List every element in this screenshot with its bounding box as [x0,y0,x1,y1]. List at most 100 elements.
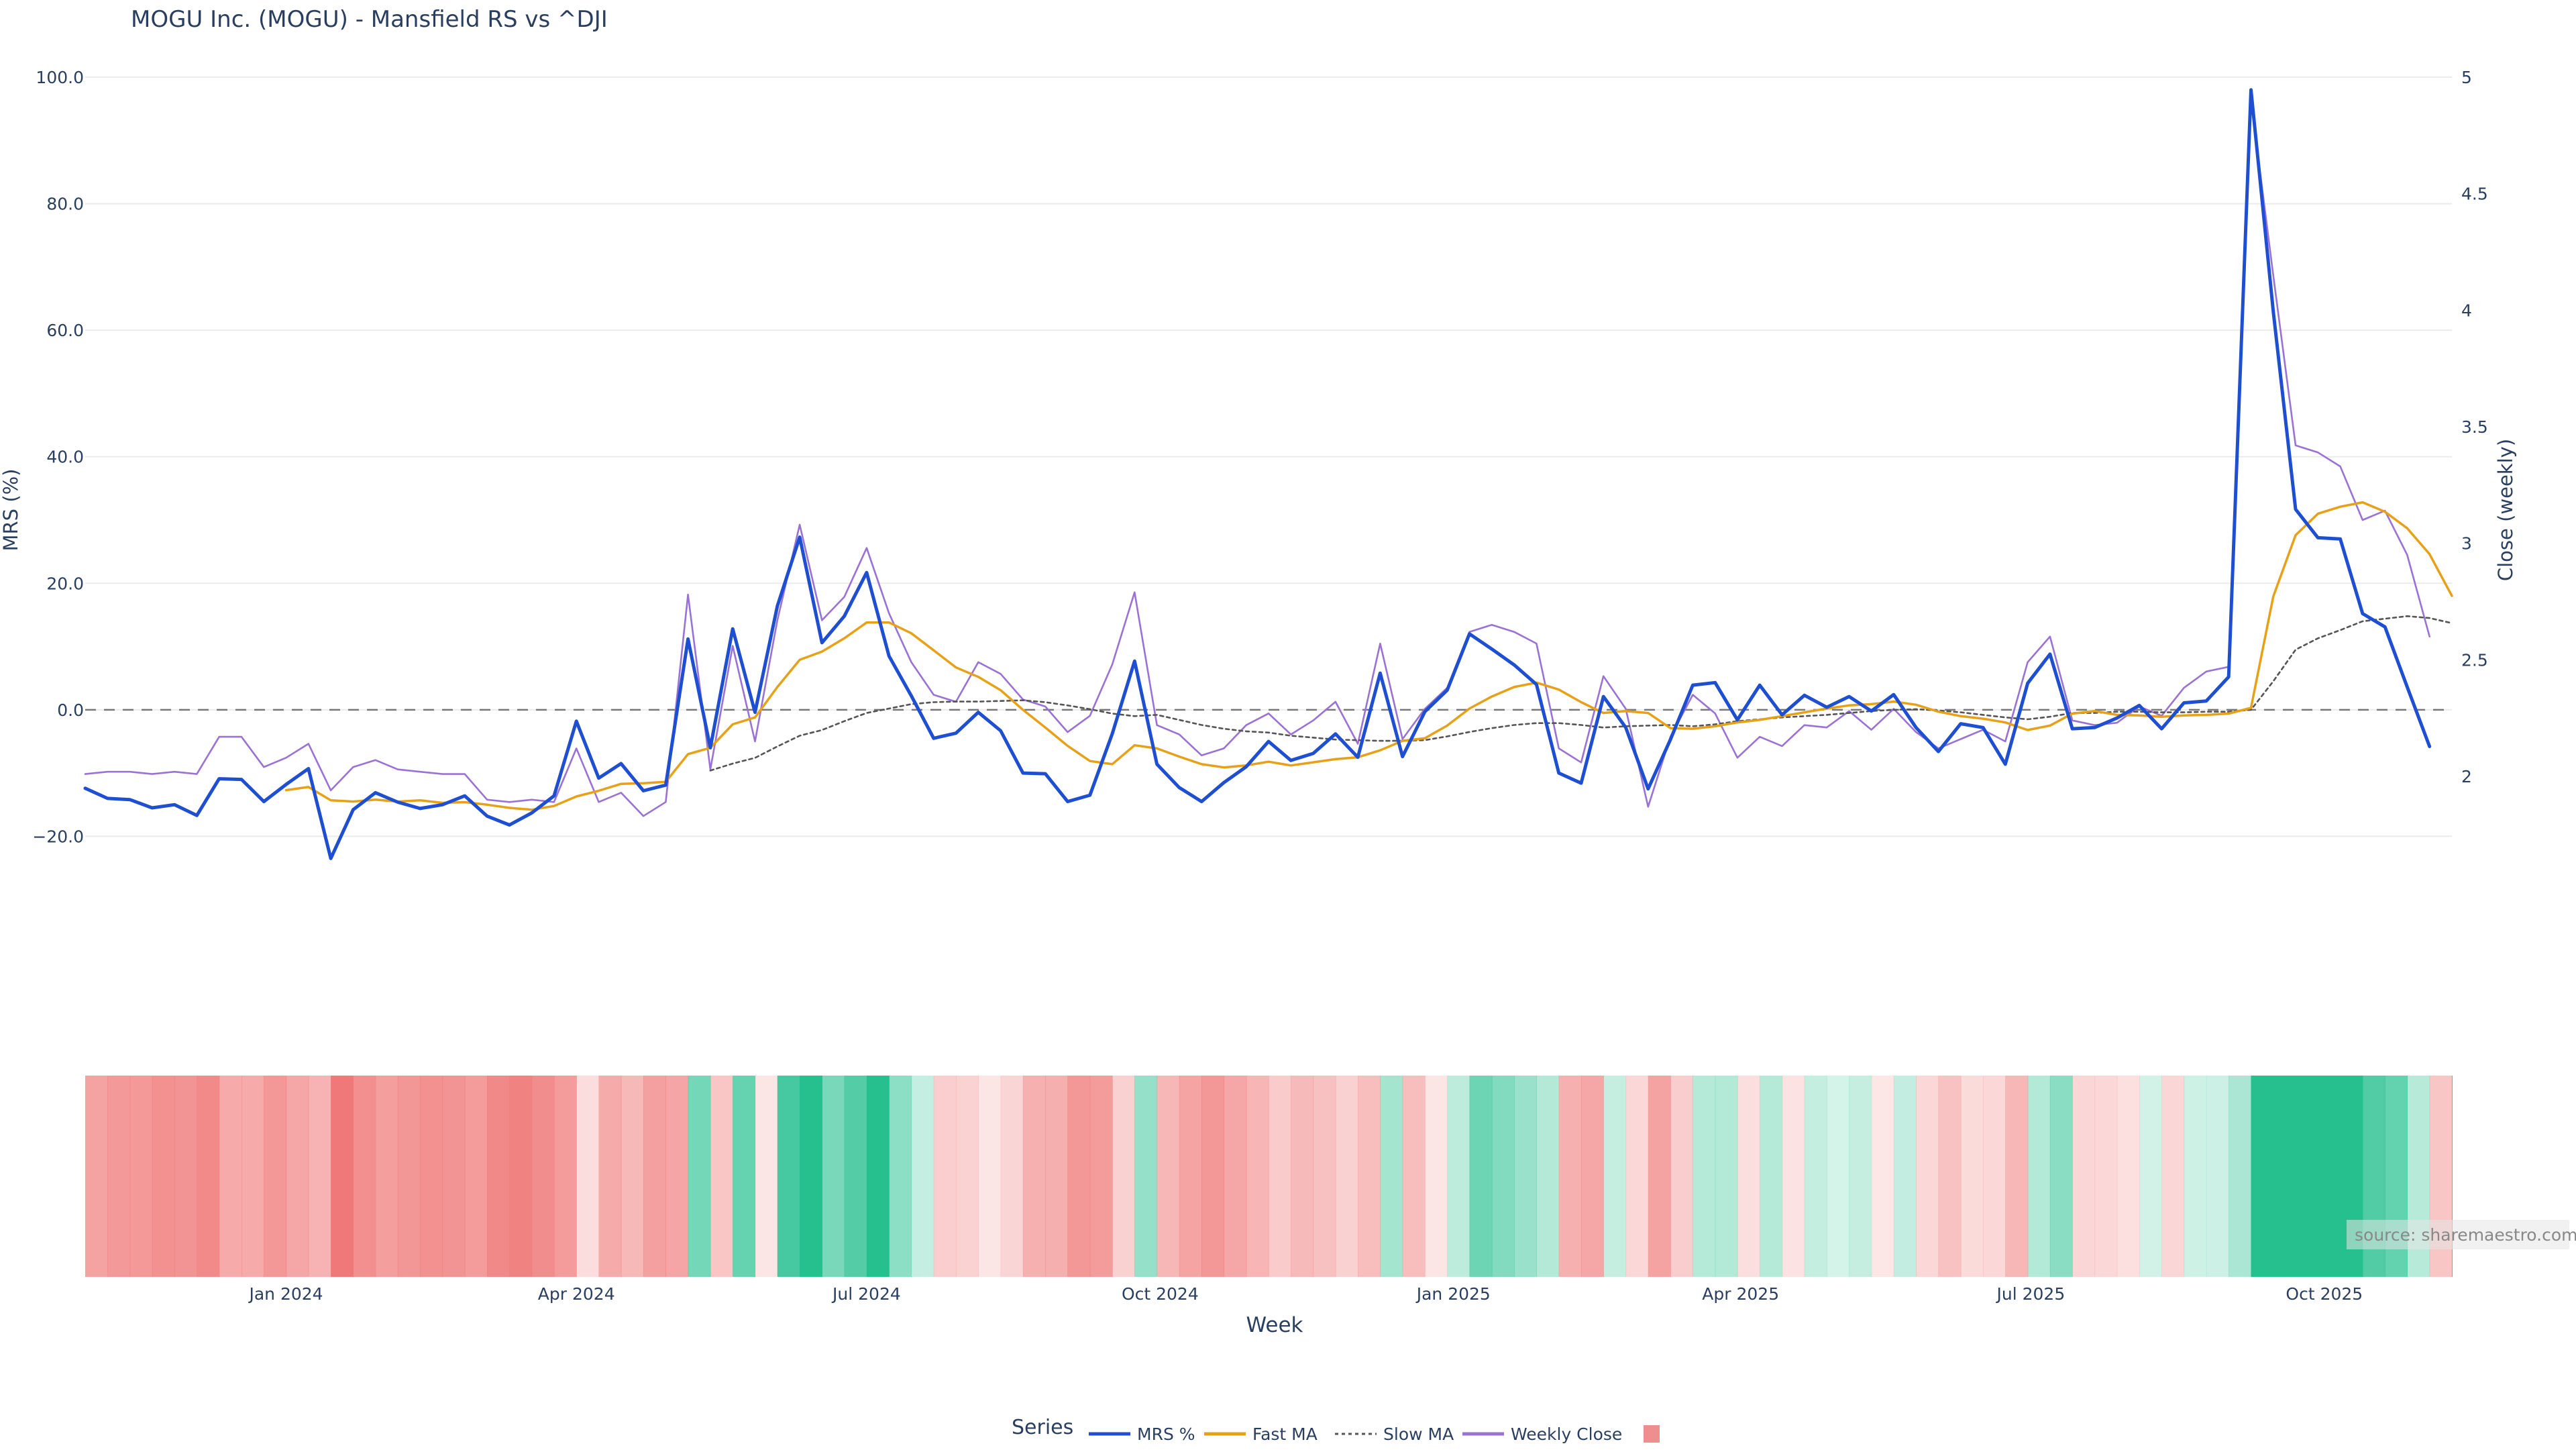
band-cell [2027,1076,2051,1277]
band-cell [1112,1076,1135,1277]
legend-item: MRS % [1089,1424,1195,1444]
x-tick-label: Oct 2024 [1122,1284,1199,1304]
band-cell [129,1076,153,1277]
y2-tick-label: 2.5 [2461,650,2488,670]
band-cell [755,1076,778,1277]
band-cell [1782,1076,1805,1277]
band-cell [1269,1076,1291,1277]
band-cell [241,1076,264,1277]
band-cell [2049,1076,2073,1277]
band-cell [1157,1076,1180,1277]
band-cell [1045,1076,1069,1277]
band-cell [1067,1076,1091,1277]
band-cell [1000,1076,1024,1277]
band-cell [1916,1076,1939,1277]
band-cell [933,1076,957,1277]
legend-label: MRS % [1137,1424,1195,1444]
band-cell [1201,1076,1225,1277]
band-cell [1536,1076,1560,1277]
band-cell [442,1076,466,1277]
x-axis-label: Week [1246,1313,1303,1337]
band-cell [1603,1076,1627,1277]
legend-title: Series [1012,1416,1073,1439]
band-cell [2251,1076,2274,1277]
x-tick-label: Jul 2025 [1996,1284,2065,1304]
band-cell [978,1076,1002,1277]
y-tick-label: 0.0 [57,701,84,720]
band-cell [375,1076,398,1277]
band-cell [1580,1076,1604,1277]
band-cell [1291,1076,1314,1277]
x-tick-label: Apr 2025 [1702,1284,1779,1304]
band-cell [553,1076,577,1277]
chart-title: MOGU Inc. (MOGU) - Mansfield RS vs ^DJI [131,6,608,33]
band-cell [844,1076,867,1277]
fast-ma-line [284,501,2453,811]
band-cell [331,1076,354,1277]
band-cell [911,1076,934,1277]
band-cell [1670,1076,1693,1277]
legend-item [1644,1425,1660,1443]
band-cell [2116,1076,2140,1277]
y2-axis-ticks: 2 2.5 3 3.5 4 4.5 5 [2461,68,2488,786]
band-cell [1313,1076,1336,1277]
y2-tick-label: 4.5 [2461,185,2488,204]
y2-tick-label: 3 [2461,534,2472,554]
source-text: source: sharemaestro.com [2355,1225,2576,1245]
legend-label: Slow MA [1383,1424,1454,1444]
band-cell [1469,1076,1493,1277]
y2-tick-label: 3.5 [2461,417,2488,437]
mrs-heat-band [85,1076,2453,1277]
band-cell [1693,1076,1716,1277]
legend: Series MRS % Fast MA Slow MA Weekly Close [1012,1416,1660,1444]
x-axis-ticks: Jan 2024 Apr 2024 Jul 2024 Oct 2024 Jan 2025… [248,1284,2363,1304]
band-cell [2452,1076,2453,1277]
band-cell [1558,1076,1582,1277]
band-cell [2139,1076,2162,1277]
band-cell [174,1076,198,1277]
band-cell [152,1076,175,1277]
band-cell [1849,1076,1872,1277]
band-cell [2184,1076,2207,1277]
band-cell [665,1076,689,1277]
band-cell [107,1076,131,1277]
mrs-line [83,88,2432,860]
band-cell [1804,1076,1827,1277]
legend-item: Fast MA [1204,1424,1318,1444]
y2-tick-label: 4 [2461,301,2472,320]
band-cell [710,1076,733,1277]
legend-item: Slow MA [1335,1424,1454,1444]
band-cell [956,1076,979,1277]
series-lines [83,88,2453,860]
band-cell [2273,1076,2296,1277]
band-cell [531,1076,555,1277]
band-cell [733,1076,756,1277]
band-cell [1827,1076,1849,1277]
band-cell [1737,1076,1760,1277]
x-tick-label: Jan 2024 [248,1284,323,1304]
weekly-close-line [84,99,2430,817]
band-cell [1893,1076,1917,1277]
x-tick-label: Jul 2024 [831,1284,901,1304]
band-cell [2094,1076,2118,1277]
band-cell [1358,1076,1381,1277]
band-cell [822,1076,845,1277]
legend-swatch [1644,1425,1660,1443]
x-tick-label: Apr 2024 [538,1284,615,1304]
band-cell [866,1076,890,1277]
band-cell [2229,1076,2252,1277]
band-cell [1447,1076,1470,1277]
band-cell [487,1076,510,1277]
band-cell [1179,1076,1202,1277]
band-cell [1424,1076,1448,1277]
legend-item: Weekly Close [1462,1424,1622,1444]
band-cell [1960,1076,1984,1277]
band-cell [643,1076,666,1277]
y-tick-label: 40.0 [46,448,84,467]
band-cell [1224,1076,1247,1277]
legend-label: Fast MA [1252,1424,1318,1444]
band-cell [420,1076,443,1277]
band-cell [509,1076,533,1277]
